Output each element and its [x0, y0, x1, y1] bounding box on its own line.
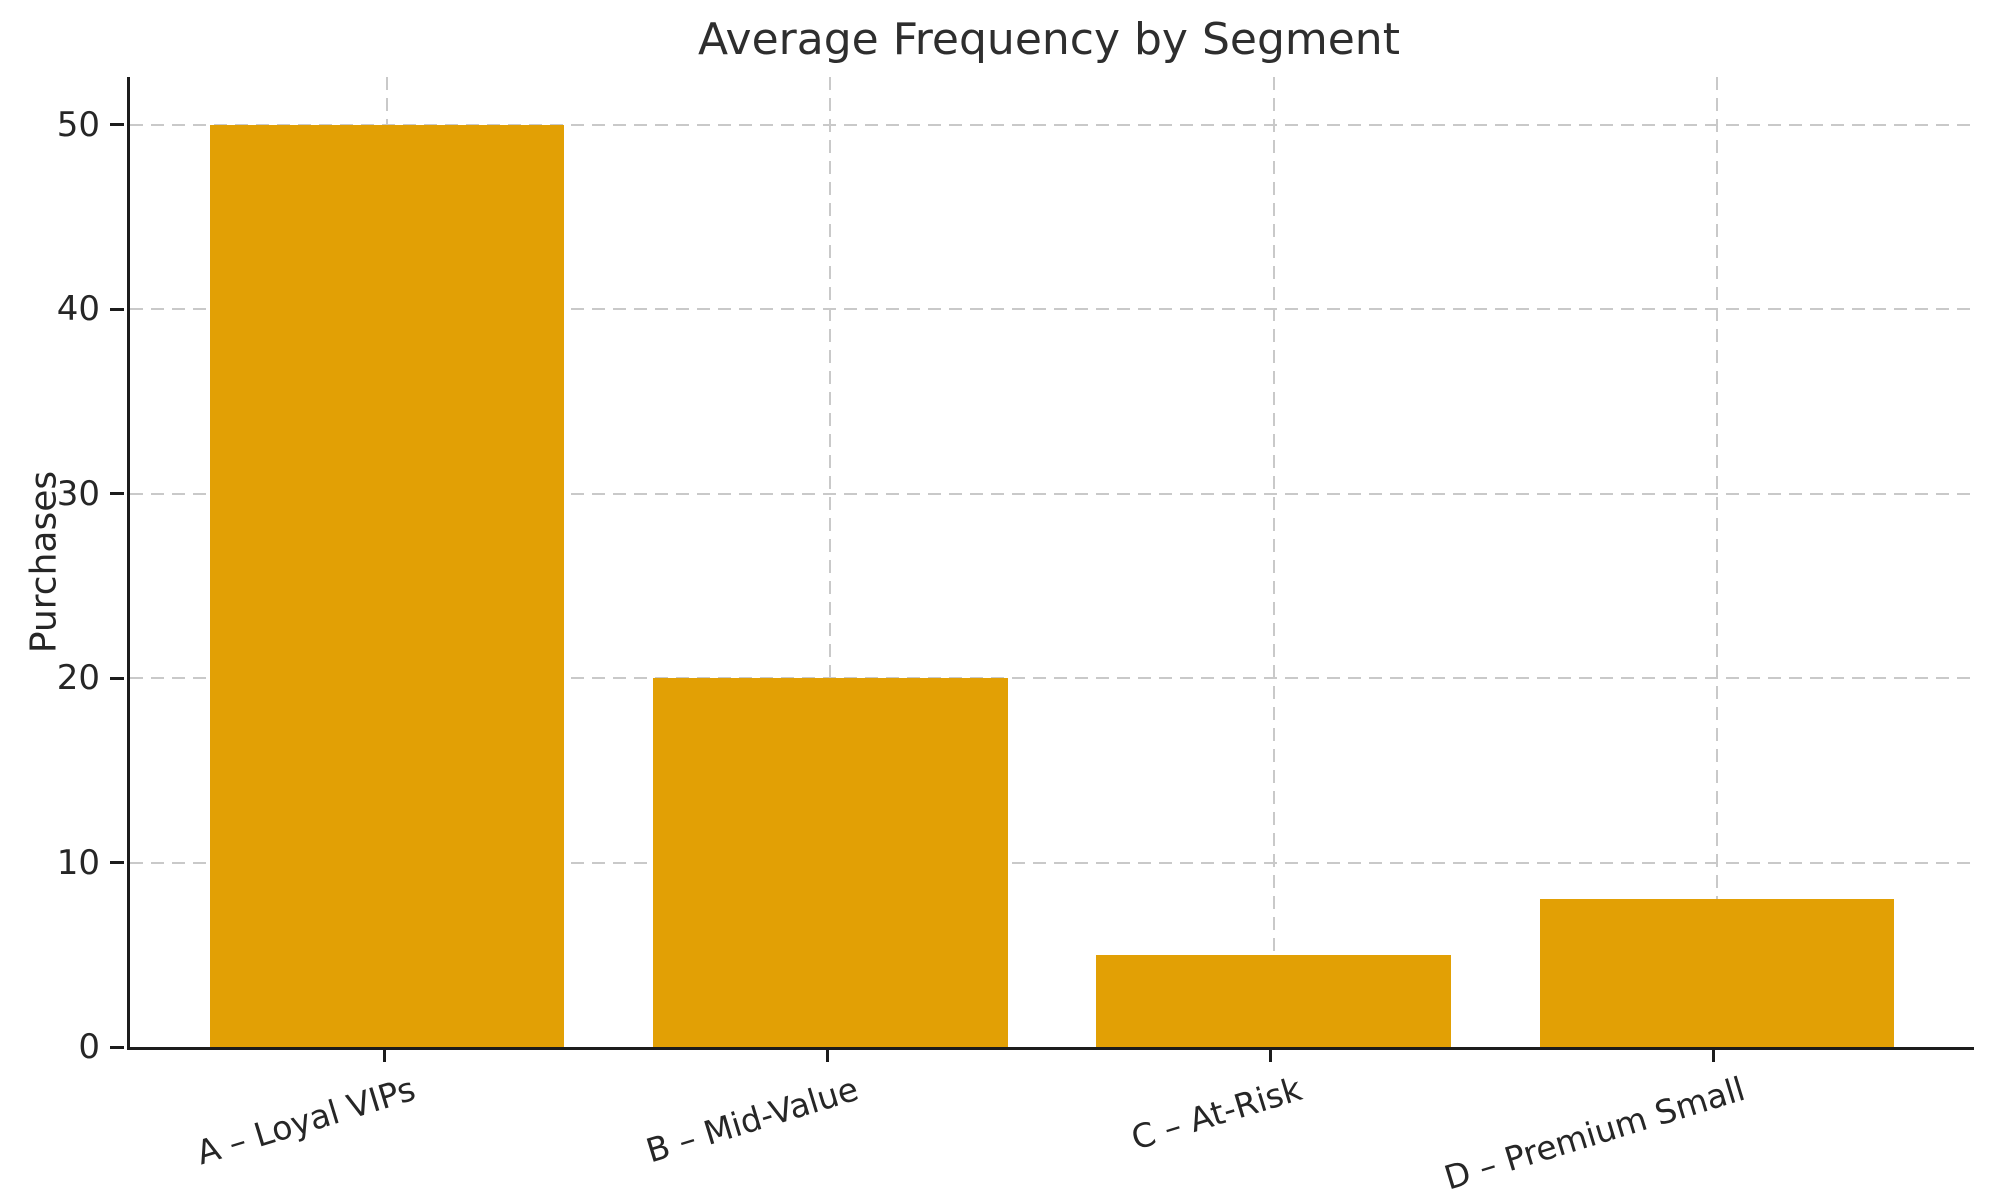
gridline-x-b-mid-value [829, 77, 832, 1047]
bar-b-mid-value [653, 678, 1008, 1047]
y-tick-label-10: 10 [56, 842, 100, 883]
x-tick-mark-a-loyal-vips [382, 1050, 386, 1062]
y-tick-label-20: 20 [56, 658, 100, 699]
bar-d-premium-small [1539, 899, 1895, 1047]
y-tick-mark-0 [110, 1045, 124, 1049]
gridline-x-d-premium-small [1715, 77, 1718, 1047]
x-tick-label-b-mid-value: B – Mid-Value [641, 1069, 863, 1171]
x-tick-label-a-loyal-vips: A – Loyal VIPs [191, 1069, 420, 1173]
bar-c-at-risk [1096, 954, 1451, 1047]
plot-area [127, 77, 1974, 1050]
x-tick-label-d-premium-small: D – Premium Small [1439, 1069, 1750, 1198]
x-tick-mark-c-at-risk [1269, 1050, 1273, 1062]
y-tick-mark-50 [110, 123, 124, 127]
y-tick-mark-10 [110, 861, 124, 865]
y-tick-label-40: 40 [56, 289, 100, 330]
x-tick-mark-b-mid-value [825, 1050, 829, 1062]
gridline-x-c-at-risk [1272, 77, 1275, 1047]
gridline-y-40 [130, 308, 1974, 311]
y-tick-label-30: 30 [56, 473, 100, 514]
y-tick-mark-30 [110, 492, 124, 496]
x-tick-label-c-at-risk: C – At-Risk [1126, 1069, 1307, 1158]
y-tick-label-0: 0 [78, 1027, 100, 1067]
y-tick-mark-20 [110, 676, 124, 680]
gridline-y-20 [130, 677, 1974, 680]
x-tick-mark-d-premium-small [1712, 1050, 1716, 1062]
gridline-y-10 [130, 861, 1974, 864]
gridline-y-50 [130, 123, 1974, 126]
y-tick-mark-40 [110, 307, 124, 311]
bar-a-loyal-vips [209, 124, 565, 1047]
gridline-y-30 [130, 492, 1974, 495]
y-tick-label-50: 50 [56, 104, 100, 145]
chart-title: Average Frequency by Segment [698, 14, 1400, 65]
